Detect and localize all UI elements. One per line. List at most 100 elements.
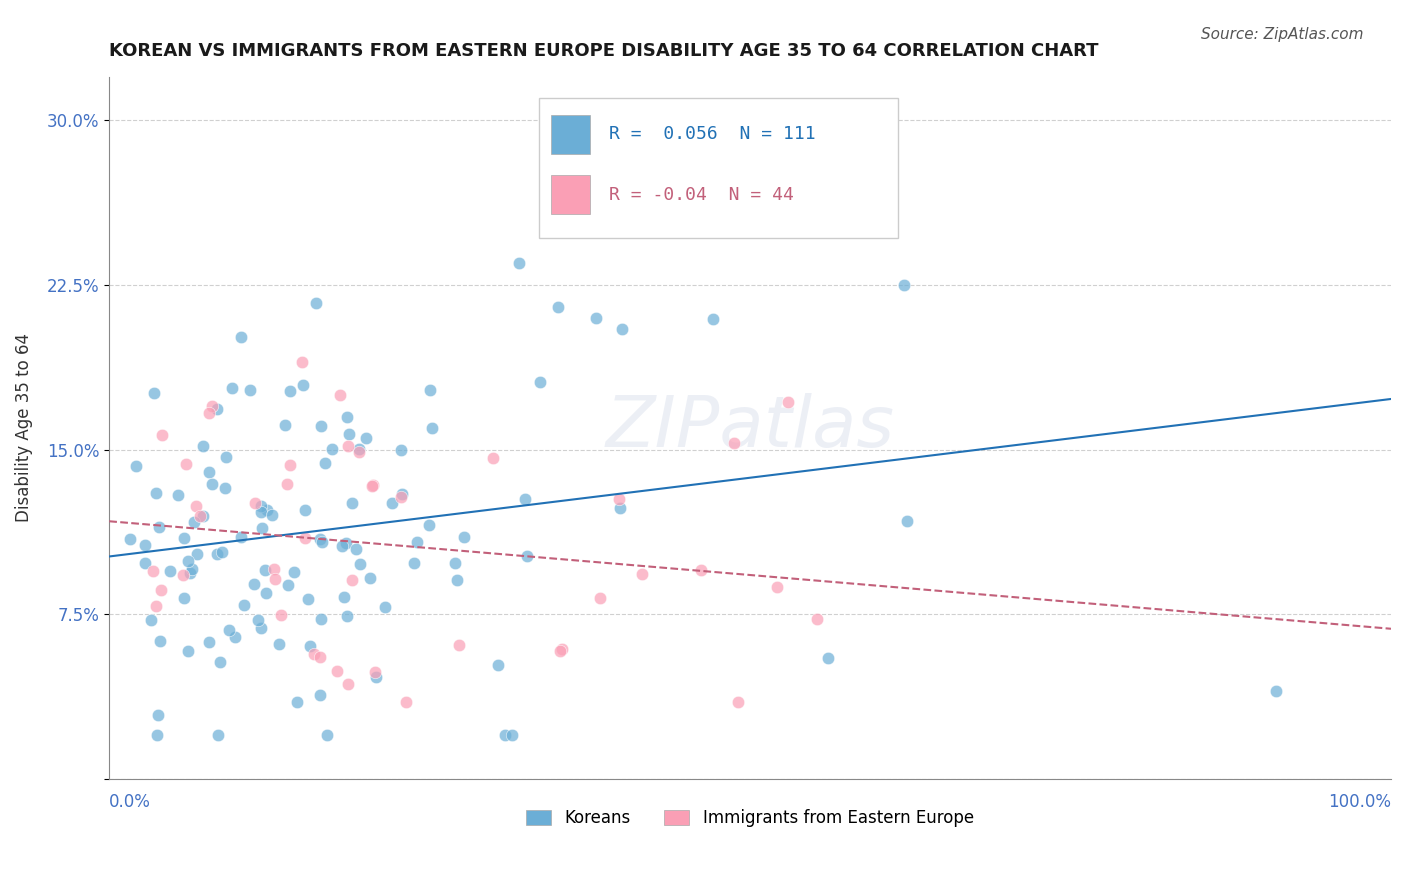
Point (361, 478, 384, 492)
Point (297, 592, 319, 607)
Point (1264, 684, 1286, 698)
Point (142, 386, 165, 401)
Point (186, 547, 208, 561)
Point (723, 436, 745, 450)
Point (274, 417, 297, 432)
Point (389, 490, 412, 504)
Point (342, 574, 364, 588)
Point (349, 557, 371, 571)
Point (218, 623, 240, 637)
Point (482, 451, 505, 466)
Point (278, 384, 301, 399)
Point (766, 580, 789, 594)
Point (229, 531, 252, 545)
Text: 0.0%: 0.0% (110, 793, 150, 811)
Point (221, 381, 243, 395)
Point (337, 677, 360, 691)
Point (501, 728, 523, 742)
Point (142, 565, 165, 579)
Point (173, 532, 195, 546)
Point (342, 496, 364, 510)
FancyBboxPatch shape (551, 175, 591, 213)
Point (294, 531, 316, 545)
Point (446, 573, 468, 587)
Point (308, 688, 330, 702)
Point (215, 450, 238, 464)
Point (224, 630, 246, 644)
Point (344, 542, 367, 557)
Point (177, 644, 200, 658)
Point (256, 586, 278, 600)
Point (183, 516, 205, 530)
Point (145, 728, 167, 742)
Point (232, 598, 254, 612)
Point (508, 256, 530, 270)
Point (321, 442, 343, 456)
Point (609, 501, 631, 516)
Point (285, 695, 308, 709)
Point (247, 613, 270, 627)
Point (267, 636, 290, 650)
Point (515, 491, 537, 506)
Point (197, 635, 219, 649)
Point (610, 322, 633, 336)
Point (145, 599, 167, 614)
Y-axis label: Disability Age 35 to 64: Disability Age 35 to 64 (15, 334, 32, 522)
Point (419, 383, 441, 397)
Point (547, 300, 569, 314)
Point (516, 549, 538, 564)
Point (172, 567, 194, 582)
Point (205, 547, 228, 561)
Point (347, 445, 370, 459)
Legend: Koreans, Immigrants from Eastern Europe: Koreans, Immigrants from Eastern Europe (520, 803, 980, 834)
Point (366, 670, 388, 684)
Point (308, 532, 330, 546)
Point (337, 427, 360, 442)
FancyBboxPatch shape (538, 97, 897, 238)
Point (486, 657, 509, 672)
Point (294, 503, 316, 517)
Point (550, 642, 572, 657)
Point (190, 509, 212, 524)
Point (893, 278, 915, 293)
Point (391, 487, 413, 501)
Point (211, 545, 233, 559)
Point (330, 539, 353, 553)
Point (181, 562, 204, 576)
Point (278, 458, 301, 472)
Point (139, 613, 162, 627)
Point (200, 477, 222, 491)
Point (263, 562, 285, 576)
Point (354, 431, 377, 445)
Point (314, 456, 336, 470)
Point (315, 728, 337, 742)
Point (167, 488, 190, 502)
Point (806, 612, 828, 626)
Point (337, 439, 360, 453)
Text: 100.0%: 100.0% (1329, 793, 1391, 811)
Point (250, 505, 273, 519)
Point (250, 499, 273, 513)
Point (607, 491, 630, 506)
Point (264, 573, 287, 587)
Point (395, 695, 418, 709)
Point (308, 650, 330, 665)
Point (177, 554, 200, 568)
Point (381, 496, 404, 510)
Point (159, 564, 181, 578)
Point (197, 406, 219, 420)
Text: R =  0.056  N = 111: R = 0.056 N = 111 (609, 125, 815, 144)
Point (349, 442, 371, 456)
Point (420, 421, 443, 435)
Point (198, 466, 221, 480)
Point (179, 566, 201, 581)
Point (444, 556, 467, 570)
Point (361, 478, 384, 492)
Point (134, 556, 156, 570)
Point (418, 517, 440, 532)
Point (201, 399, 224, 413)
Point (250, 521, 273, 535)
Point (585, 311, 607, 326)
Point (335, 409, 357, 424)
Point (335, 536, 357, 550)
